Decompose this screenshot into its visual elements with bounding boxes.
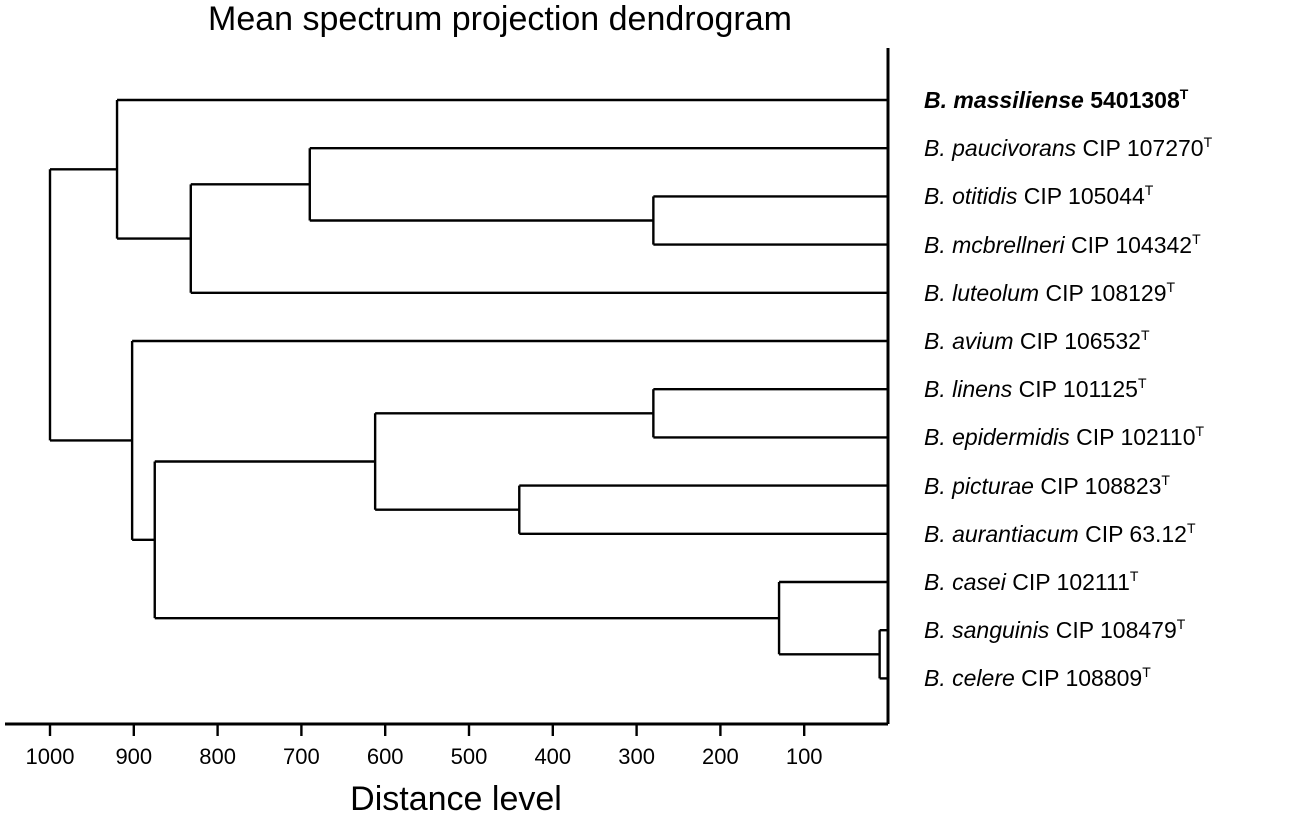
type-strain-marker: T: [1192, 230, 1201, 247]
leaf-species-name: B. aurantiacum: [924, 520, 1079, 547]
x-axis-tick-label: 400: [534, 744, 572, 769]
x-axis-tick-label: 300: [618, 744, 655, 769]
leaf-strain: 5401308: [1083, 87, 1180, 113]
leaf-species-name: B. sanguinis: [924, 617, 1050, 644]
leaf-strain: CIP 108823: [1033, 472, 1162, 499]
type-strain-marker: T: [1203, 134, 1213, 151]
leaf-label: B. celere CIP 108809T: [924, 664, 1151, 692]
leaf-species-name: B. avium: [924, 328, 1014, 354]
x-axis-tick-label: 900: [115, 744, 153, 769]
type-strain-marker: T: [1140, 327, 1150, 343]
x-axis-tick-label: 1000: [25, 744, 75, 769]
type-strain-marker: T: [1137, 375, 1147, 392]
leaf-label: B. sanguinis CIP 108479T: [924, 616, 1185, 644]
leaf-label: B. paucivorans CIP 107270T: [924, 134, 1212, 162]
leaf-species-name: B. epidermidis: [924, 424, 1070, 451]
leaf-strain: CIP 108809: [1014, 665, 1143, 692]
leaf-label: B. aurantiacum CIP 63.12T: [924, 520, 1196, 548]
type-strain-marker: T: [1176, 616, 1186, 633]
x-axis-tick-label: 700: [283, 744, 320, 769]
leaf-label: B. casei CIP 102111T: [924, 568, 1138, 596]
x-axis-tick-label: 200: [702, 744, 739, 769]
type-strain-marker: T: [1142, 664, 1151, 681]
type-strain-marker: T: [1195, 423, 1205, 440]
type-strain-marker: T: [1161, 471, 1170, 488]
x-axis-label: Distance level: [350, 780, 562, 818]
leaf-species-name: B. paucivorans: [924, 135, 1077, 162]
leaf-species-name: B. celere: [924, 665, 1015, 692]
x-axis-tick-label: 600: [366, 744, 404, 769]
x-axis-tick-label: 500: [450, 744, 488, 769]
type-strain-marker: T: [1186, 519, 1196, 536]
leaf-strain: CIP 104342: [1064, 231, 1193, 258]
leaf-strain: CIP 63.12: [1078, 520, 1187, 547]
leaf-label: B. avium CIP 106532T: [924, 327, 1150, 355]
leaf-label: B. epidermidis CIP 102110T: [924, 423, 1204, 451]
type-strain-marker: T: [1179, 86, 1189, 102]
leaf-strain: CIP 108479: [1049, 617, 1177, 644]
x-axis-tick-label: 800: [199, 744, 236, 769]
leaf-strain: CIP 102110: [1069, 424, 1196, 451]
x-axis-tick-label: 100: [785, 744, 823, 769]
leaf-strain: CIP 101125: [1012, 376, 1138, 403]
type-strain-marker: T: [1144, 182, 1154, 199]
leaf-strain: CIP 107270: [1076, 135, 1204, 162]
leaf-strain: CIP 102111: [1005, 569, 1130, 595]
leaf-strain: CIP 108129: [1039, 279, 1167, 306]
leaf-label: B. massiliense 5401308T: [924, 86, 1188, 114]
leaf-label: B. otitidis CIP 105044T: [924, 182, 1153, 210]
leaf-species-name: B. casei: [924, 569, 1006, 595]
type-strain-marker: T: [1166, 278, 1176, 295]
leaf-label: B. luteolum CIP 108129T: [924, 279, 1175, 307]
leaf-species-name: B. massiliense: [924, 87, 1084, 113]
leaf-species-name: B. luteolum: [924, 279, 1040, 306]
leaf-species-name: B. otitidis: [924, 183, 1018, 210]
leaf-species-name: B. mcbrellneri: [924, 231, 1065, 258]
leaf-strain: CIP 106532: [1013, 328, 1141, 354]
leaf-label: B. linens CIP 101125T: [924, 375, 1147, 403]
leaf-label: B. picturae CIP 108823T: [924, 472, 1170, 500]
chart-title: Mean spectrum projection dendrogram: [208, 0, 792, 38]
leaf-label: B. mcbrellneri CIP 104342T: [924, 231, 1201, 259]
leaf-species-name: B. picturae: [924, 472, 1034, 499]
leaf-strain: CIP 105044: [1017, 183, 1145, 210]
type-strain-marker: T: [1129, 568, 1139, 584]
leaf-species-name: B. linens: [924, 376, 1013, 403]
